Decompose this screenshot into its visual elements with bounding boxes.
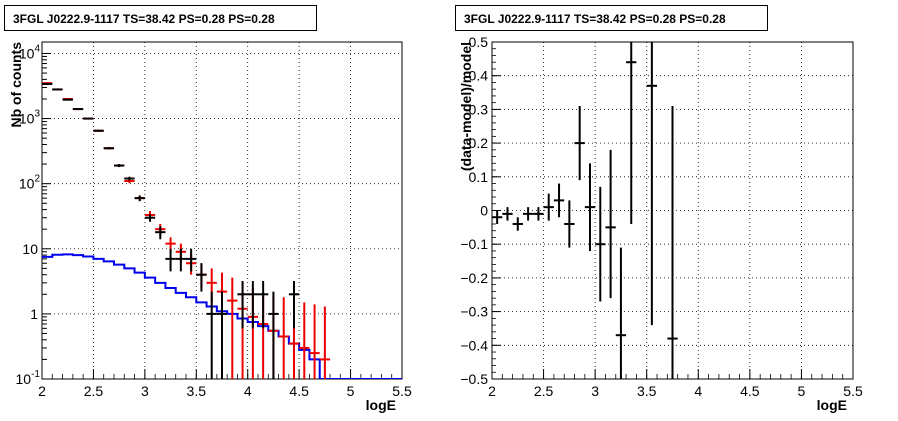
x-tick-label: 5 xyxy=(347,383,355,399)
data-point xyxy=(237,281,248,329)
y-axis-title: Nb of counts xyxy=(8,42,24,128)
y-tick-label: −0.5 xyxy=(460,371,488,387)
x-tick-label: 3 xyxy=(141,383,149,399)
data-point xyxy=(646,42,658,326)
y-tick-label: 104 xyxy=(19,43,41,61)
data-point xyxy=(309,304,320,379)
y-tick-label: 0.2 xyxy=(469,135,489,151)
data-point xyxy=(319,306,330,379)
data-point xyxy=(522,207,534,221)
data-point xyxy=(533,207,544,221)
y-tick-label: 102 xyxy=(19,174,41,192)
x-tick-label: 2 xyxy=(38,383,46,399)
data-point xyxy=(196,263,207,292)
data-point xyxy=(124,176,135,181)
model-step-line xyxy=(42,253,402,379)
left-plot-title: 3FGL J0222.9-1117 TS=38.42 PS=0.28 PS=0.… xyxy=(4,5,317,31)
x-tick-label: 2.5 xyxy=(84,383,104,399)
data-point xyxy=(93,129,104,132)
x-tick-label: 2 xyxy=(488,383,496,399)
x-tick-label: 4 xyxy=(694,383,702,399)
data-point xyxy=(72,108,84,111)
data-point xyxy=(512,217,523,231)
x-tick-label: 5 xyxy=(798,383,806,399)
x-tick-label: 5.5 xyxy=(843,383,863,399)
x-axis-title: logE xyxy=(366,397,396,413)
y-tick-label: −0.3 xyxy=(460,304,488,320)
x-tick-label: 4.5 xyxy=(740,383,760,399)
data-point xyxy=(62,98,73,101)
y-tick-label: 0.5 xyxy=(469,34,489,50)
data-point xyxy=(584,163,596,251)
data-point xyxy=(667,106,678,379)
data-point xyxy=(206,291,217,379)
x-tick-label: 3.5 xyxy=(637,383,657,399)
y-tick-label: 10 xyxy=(22,241,38,257)
y-tick-label: 103 xyxy=(19,109,41,127)
chart-1: −0.5 −0.4 −0.3 −0.2 −0.1 0 0.1 0.2 0.3 0.4 0.5 2 2.5… xyxy=(458,34,863,413)
x-tick-label: 3.5 xyxy=(187,383,207,399)
data-point xyxy=(626,42,637,224)
x-axis-title: logE xyxy=(817,397,847,413)
x-tick-label: 3 xyxy=(591,383,599,399)
data-point xyxy=(258,281,269,329)
data-point xyxy=(186,248,197,272)
data-point xyxy=(278,297,289,379)
data-point xyxy=(227,277,238,379)
data-point xyxy=(155,226,166,240)
x-tick-label: 5.5 xyxy=(392,383,412,399)
data-point xyxy=(144,214,156,222)
x-tick-label: 4.5 xyxy=(289,383,309,399)
data-point xyxy=(574,106,585,181)
data-point xyxy=(492,210,503,224)
y-tick-label: 10-1 xyxy=(16,369,41,387)
data-point xyxy=(543,193,554,221)
series-group xyxy=(492,42,678,379)
data-point xyxy=(615,247,627,379)
series-group xyxy=(42,82,402,379)
data-point xyxy=(268,291,279,379)
data-point xyxy=(42,82,53,85)
y-tick-label: 0 xyxy=(480,203,488,219)
y-tick-label: 0.4 xyxy=(469,68,489,84)
data-point xyxy=(216,291,228,379)
data-point xyxy=(247,281,258,329)
x-tick-label: 4 xyxy=(244,383,252,399)
y-tick-label: −0.2 xyxy=(460,270,488,286)
right-plot-title: 3FGL J0222.9-1117 TS=38.42 PS=0.28 PS=0.… xyxy=(455,5,768,31)
y-tick-label: −0.1 xyxy=(460,236,488,252)
data-point xyxy=(52,88,63,91)
data-point xyxy=(502,207,513,221)
data-point xyxy=(175,248,186,272)
data-point xyxy=(103,147,114,150)
data-point xyxy=(165,248,176,272)
data-point xyxy=(595,186,606,302)
data-point xyxy=(83,117,94,120)
data-point xyxy=(288,281,300,329)
data-point xyxy=(134,195,145,202)
y-tick-label: −0.4 xyxy=(460,337,488,353)
y-tick-label: 0.3 xyxy=(469,101,489,117)
x-tick-label: 2.5 xyxy=(534,383,554,399)
y-axis-title: (data-model)/model xyxy=(458,42,474,171)
data-point xyxy=(299,302,310,379)
data-point xyxy=(605,149,616,299)
data-point xyxy=(553,183,565,218)
data-point xyxy=(114,164,125,168)
y-tick-label: 0.1 xyxy=(469,169,489,185)
data-point xyxy=(564,200,575,248)
y-tick-label: 1 xyxy=(30,306,38,322)
